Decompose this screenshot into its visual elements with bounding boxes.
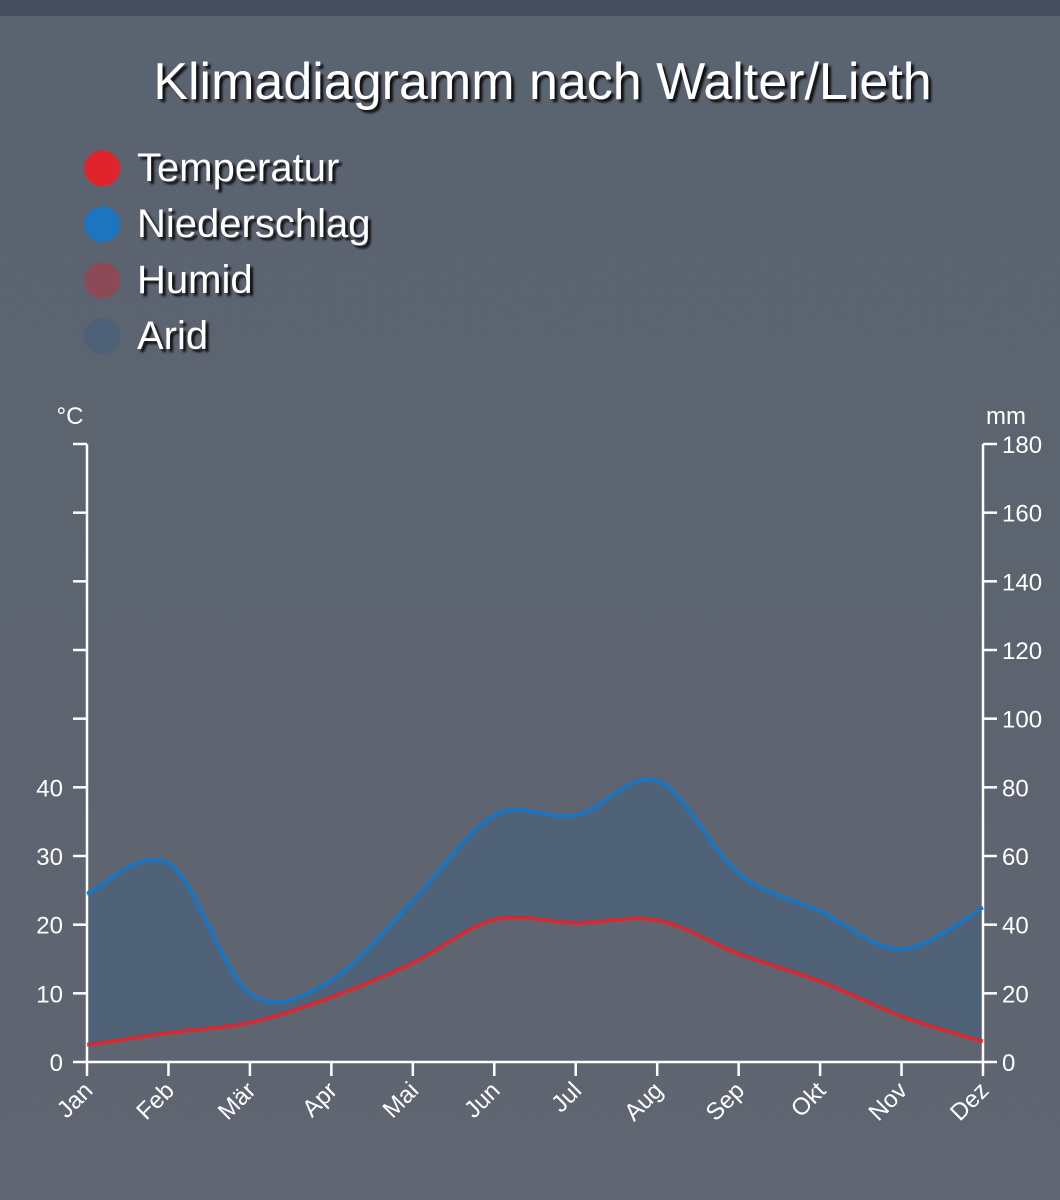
- x-axis-tick-label-Mär: Mär: [213, 1077, 261, 1125]
- temperatur-point-Sep: [737, 952, 741, 956]
- temperatur-point-Aug: [655, 918, 659, 922]
- x-axis-tick-label-Dez: Dez: [945, 1077, 994, 1126]
- x-axis-tick-label-Feb: Feb: [131, 1077, 179, 1125]
- legend-label-arid: Arid: [137, 313, 209, 358]
- x-axis-tick-label-Okt: Okt: [786, 1077, 832, 1123]
- right-axis-tick-label-180: 180: [1002, 432, 1042, 459]
- niederschlag-point-Apr: [329, 978, 333, 982]
- right-axis-tick-label-60: 60: [1002, 844, 1029, 871]
- legend: Temperatur Niederschlag Humid Arid: [84, 140, 370, 364]
- left-axis-tick-label-0: 0: [50, 1050, 63, 1077]
- legend-item-arid: Arid: [84, 308, 370, 364]
- legend-swatch-temperatur: [84, 150, 120, 186]
- niederschlag-point-Mär: [248, 991, 252, 995]
- x-axis-tick-label-Sep: Sep: [701, 1077, 750, 1126]
- x-axis-tick-label-Nov: Nov: [864, 1077, 913, 1126]
- niederschlag-point-Nov: [900, 947, 904, 951]
- left-axis-unit-label: °C: [57, 403, 84, 430]
- left-axis-tick-label-20: 20: [36, 913, 63, 940]
- niederschlag-point-Sep: [737, 871, 741, 875]
- temperatur-point-Mai: [411, 960, 415, 964]
- chart-title: Klimadiagramm nach Walter/Lieth: [153, 53, 932, 111]
- temperatur-line: [86, 914, 984, 1047]
- x-axis-tick-label-Jan: Jan: [52, 1077, 98, 1123]
- temperatur-point-Okt: [818, 979, 822, 983]
- right-axis-unit-label: mm: [986, 403, 1026, 430]
- niederschlag-point-Jan: [85, 892, 89, 896]
- niederschlag-point-Jun: [492, 813, 496, 817]
- niederschlag-line: [86, 776, 984, 1004]
- left-axis-tick-label-40: 40: [36, 775, 63, 802]
- temperatur-point-Dez: [981, 1039, 985, 1043]
- niederschlag-point-Jul: [574, 813, 578, 817]
- temperatur-point-Jun: [492, 917, 496, 921]
- legend-label-niederschlag: Niederschlag: [137, 201, 371, 246]
- x-axis-tick-label-Jun: Jun: [459, 1077, 505, 1123]
- temperatur-point-Jul: [574, 921, 578, 925]
- niederschlag-point-Feb: [166, 861, 170, 865]
- x-axis-tick-label-Mai: Mai: [378, 1077, 424, 1123]
- right-axis-tick-label-0: 0: [1002, 1050, 1015, 1077]
- x-axis-tick-label-Jul: Jul: [546, 1077, 587, 1118]
- legend-item-temperatur: Temperatur: [84, 140, 370, 196]
- arid-area: [87, 778, 983, 1045]
- top-bar: [0, 0, 1060, 16]
- left-axis-tick-label-30: 30: [36, 844, 63, 871]
- x-axis-tick-label-Aug: Aug: [619, 1077, 668, 1126]
- niederschlag-point-Okt: [818, 909, 822, 913]
- legend-swatch-niederschlag: [84, 206, 120, 242]
- temperatur-point-Jan: [85, 1043, 89, 1047]
- left-axis-tick-label-10: 10: [36, 981, 63, 1008]
- right-axis-tick-label-100: 100: [1002, 707, 1042, 734]
- legend-label-humid: Humid: [137, 257, 253, 302]
- legend-item-niederschlag: Niederschlag: [84, 196, 370, 252]
- legend-label-temperatur: Temperatur: [137, 145, 340, 190]
- legend-swatch-humid: [84, 262, 120, 298]
- right-axis-tick-label-80: 80: [1002, 775, 1029, 802]
- temperatur-point-Apr: [329, 995, 333, 999]
- legend-swatch-arid: [84, 318, 120, 354]
- legend-item-humid: Humid: [84, 252, 370, 308]
- x-axis-tick-label-Apr: Apr: [297, 1077, 343, 1123]
- temperatur-point-Nov: [900, 1014, 904, 1018]
- niederschlag-point-Dez: [981, 906, 985, 910]
- right-axis-tick-label-20: 20: [1002, 981, 1029, 1008]
- temperatur-point-Mär: [248, 1020, 252, 1024]
- niederschlag-point-Aug: [655, 778, 659, 782]
- right-axis-tick-label-140: 140: [1002, 569, 1042, 596]
- temperatur-point-Feb: [166, 1030, 170, 1034]
- niederschlag-point-Mai: [411, 899, 415, 903]
- right-axis-tick-label-40: 40: [1002, 913, 1029, 940]
- right-axis-tick-label-160: 160: [1002, 501, 1042, 528]
- right-axis-tick-label-120: 120: [1002, 638, 1042, 665]
